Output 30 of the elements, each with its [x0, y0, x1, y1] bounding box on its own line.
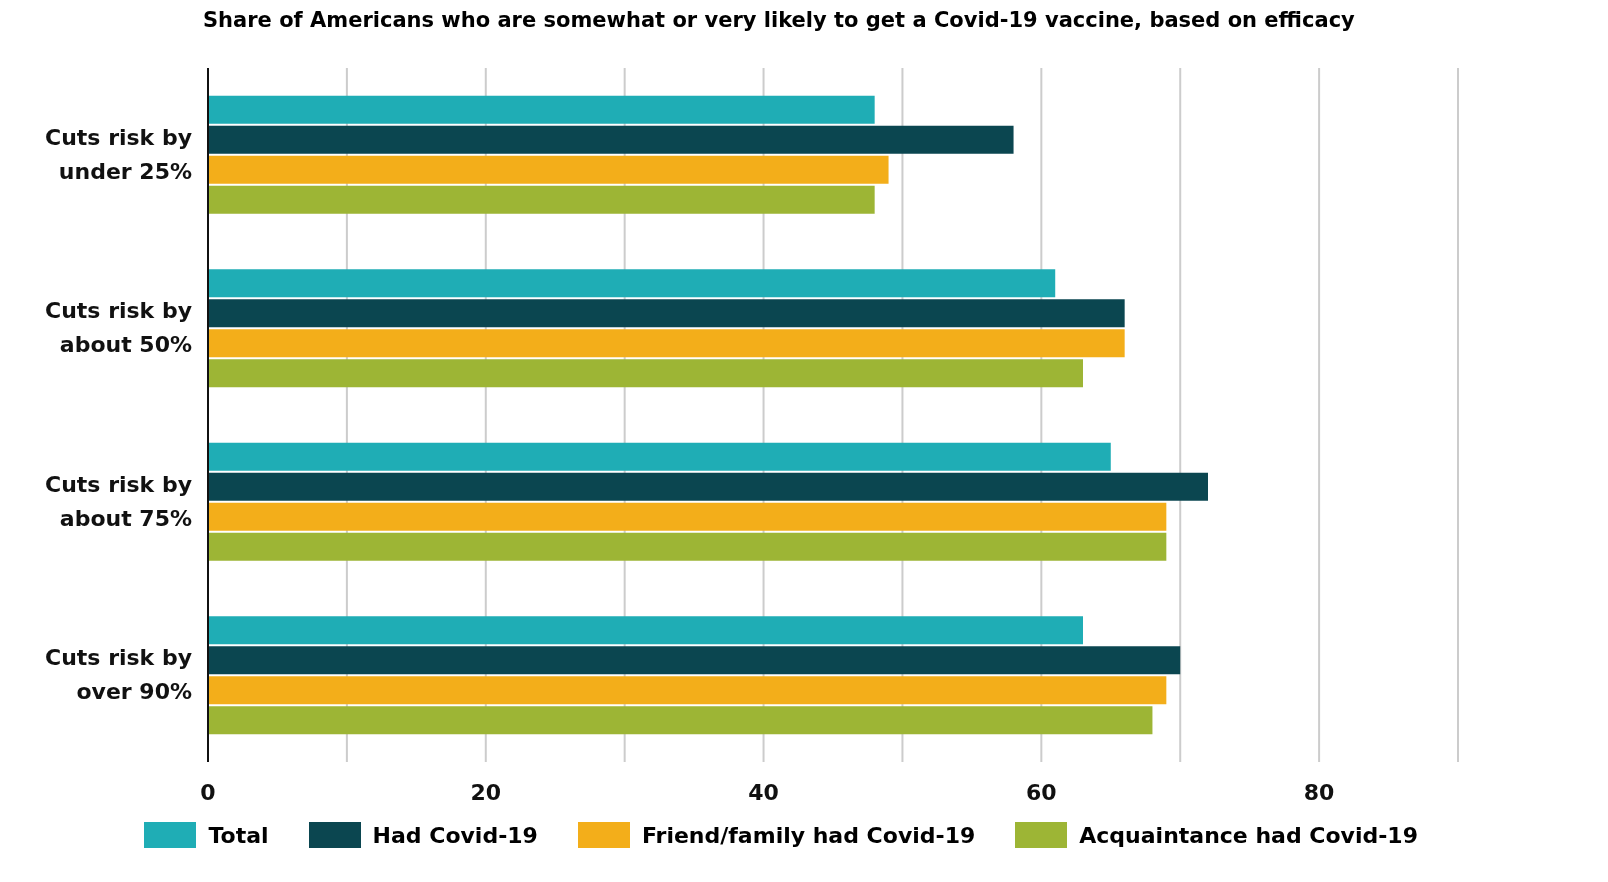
- legend-label: Friend/family had Covid-19: [640, 822, 976, 848]
- bar: [208, 442, 1111, 471]
- legend-label: Total: [207, 822, 269, 848]
- y-tick-label: Cuts risk by about 75%: [45, 471, 192, 531]
- bar: [208, 95, 875, 124]
- chart-title: Share of Americans who are somewhat or very likely to get a Covid-19 vaccine, based on efficacy: [202, 8, 1356, 34]
- x-tick-label: 0: [200, 779, 216, 805]
- bar: [208, 359, 1083, 388]
- y-tick-label: Cuts risk by under 25%: [45, 124, 192, 184]
- bar: [208, 646, 1181, 675]
- bar: [208, 706, 1153, 735]
- bar: [208, 185, 875, 214]
- bar: [208, 616, 1083, 645]
- bar: [208, 125, 1014, 154]
- y-tick-label: Cuts risk by over 90%: [45, 645, 192, 705]
- bar: [208, 269, 1056, 298]
- y-tick-label: Cuts risk by about 50%: [45, 298, 192, 358]
- x-tick-label: 80: [1303, 779, 1335, 805]
- legend-label: Had Covid-19: [371, 822, 538, 848]
- bar: [208, 299, 1125, 328]
- bar: [208, 532, 1167, 561]
- bar: [208, 502, 1167, 531]
- x-tick-label: 20: [470, 779, 502, 805]
- x-tick-label: 40: [748, 779, 779, 805]
- bar: [208, 155, 889, 184]
- legend-label: Acquaintance had Covid-19: [1078, 822, 1418, 848]
- bar: [208, 329, 1125, 358]
- x-tick-label: 60: [1026, 779, 1057, 805]
- bar: [208, 472, 1208, 501]
- bar: [208, 676, 1167, 705]
